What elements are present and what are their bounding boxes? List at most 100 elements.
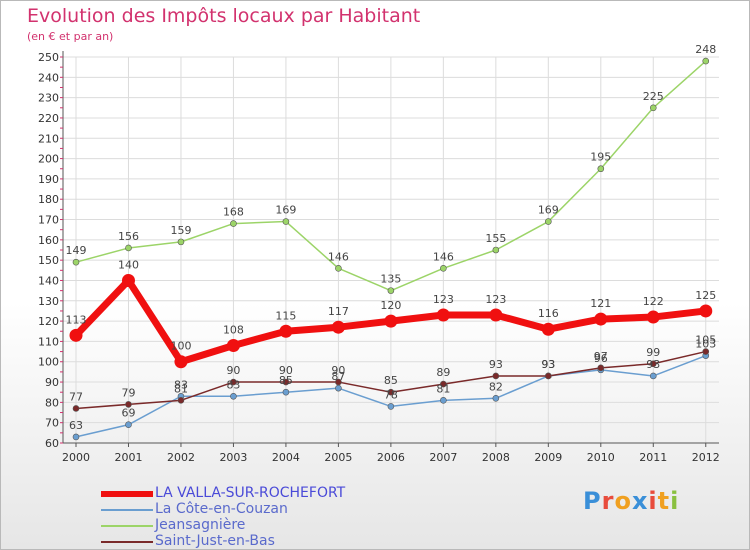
x-tick-label: 2008 — [482, 451, 510, 464]
legend-swatch — [101, 491, 153, 497]
data-point — [226, 338, 240, 352]
data-point — [440, 264, 447, 272]
y-tick-label: 210 — [38, 132, 59, 145]
x-tick-label: 2005 — [324, 451, 352, 464]
proxiti-logo: Proxiti — [583, 487, 679, 515]
data-label: 105 — [695, 334, 716, 347]
series-layer — [69, 57, 713, 441]
data-label: 85 — [279, 374, 293, 387]
data-point — [331, 320, 345, 334]
data-point — [72, 433, 80, 441]
data-label: 97 — [594, 350, 608, 363]
legend-label: LA VALLA-SUR-ROCHEFORT — [155, 485, 346, 501]
y-tick-label: 110 — [38, 335, 59, 348]
data-label: 115 — [275, 309, 296, 322]
data-labels: 149 156 159 168 169 146 135 146 155 169 195 225 248 6… — [66, 43, 717, 432]
data-point — [489, 308, 503, 322]
data-label: 81 — [174, 382, 188, 395]
data-label: 79 — [121, 386, 135, 399]
data-point — [702, 348, 710, 355]
data-label: 83 — [226, 378, 240, 391]
data-label: 146 — [328, 250, 349, 263]
data-point — [177, 397, 185, 404]
y-tick-label: 160 — [38, 234, 59, 247]
data-label: 123 — [433, 293, 454, 306]
data-label: 93 — [541, 358, 555, 371]
data-point — [230, 392, 237, 400]
data-label: 77 — [69, 390, 83, 403]
data-label: 103 — [695, 338, 716, 351]
data-point — [177, 238, 185, 246]
y-tick-label: 60 — [45, 437, 59, 450]
data-point — [649, 372, 657, 380]
y-tick-label: 100 — [38, 356, 59, 369]
legend-swatch — [101, 541, 153, 543]
data-point — [335, 264, 342, 272]
y-tick-label: 180 — [38, 193, 59, 206]
data-point — [72, 405, 80, 412]
data-label: 117 — [328, 305, 349, 318]
data-point — [649, 104, 657, 112]
data-label: 100 — [170, 340, 191, 353]
x-tick-label: 2010 — [587, 451, 615, 464]
x-tick-label: 2004 — [272, 451, 300, 464]
data-point — [492, 246, 500, 254]
logo-letter: t — [657, 487, 671, 515]
data-point — [230, 378, 237, 386]
data-point — [492, 395, 500, 402]
data-point — [282, 218, 290, 225]
data-point — [440, 397, 447, 404]
y-tick-label: 130 — [38, 295, 59, 308]
data-label: 123 — [485, 293, 506, 306]
legend-label: Saint-Just-en-Bas — [155, 533, 275, 549]
data-point — [387, 403, 395, 410]
data-point — [125, 401, 132, 408]
data-label: 96 — [594, 352, 608, 365]
data-label: 146 — [433, 250, 454, 263]
logo-letter: i — [648, 487, 658, 515]
data-label: 108 — [223, 323, 244, 336]
data-point — [282, 388, 290, 396]
legend-swatch — [101, 509, 153, 511]
chart-title: Evolution des Impôts locaux par Habitant — [27, 5, 421, 27]
y-tick-label: 190 — [38, 173, 59, 186]
x-tick-label: 2009 — [534, 451, 562, 464]
data-label: 89 — [436, 366, 450, 379]
data-label: 125 — [695, 289, 716, 302]
logo-letter: i — [670, 487, 680, 515]
data-point — [436, 308, 450, 322]
data-label: 83 — [174, 378, 188, 391]
data-label: 113 — [66, 313, 87, 326]
data-label: 82 — [489, 380, 503, 393]
data-label: 93 — [541, 358, 555, 371]
data-point — [282, 378, 290, 386]
data-label: 90 — [331, 364, 345, 377]
data-point — [230, 220, 237, 227]
x-tick-label: 2001 — [114, 451, 142, 464]
data-point — [545, 372, 552, 380]
data-point — [594, 312, 608, 326]
data-point — [125, 421, 132, 429]
data-point — [279, 324, 293, 338]
data-point — [335, 384, 342, 392]
chart-subtitle: (en € et par an) — [27, 30, 114, 43]
y-tick-label: 140 — [38, 274, 59, 287]
logo-letter: r — [601, 487, 615, 515]
y-tick-label: 250 — [38, 51, 59, 64]
data-point — [72, 258, 80, 266]
y-tick-label: 120 — [38, 315, 59, 328]
data-label: 120 — [380, 299, 401, 312]
data-label: 169 — [275, 204, 296, 217]
data-point — [597, 364, 605, 372]
data-label: 90 — [279, 364, 293, 377]
x-tick-label: 2012 — [692, 451, 720, 464]
x-tick-label: 2002 — [167, 451, 195, 464]
data-point — [649, 360, 657, 368]
data-point — [699, 304, 713, 318]
y-tick-label: 90 — [45, 376, 59, 389]
data-label: 159 — [170, 224, 191, 237]
data-point — [387, 287, 395, 294]
y-tick-label: 70 — [45, 417, 59, 430]
data-point — [387, 388, 395, 396]
